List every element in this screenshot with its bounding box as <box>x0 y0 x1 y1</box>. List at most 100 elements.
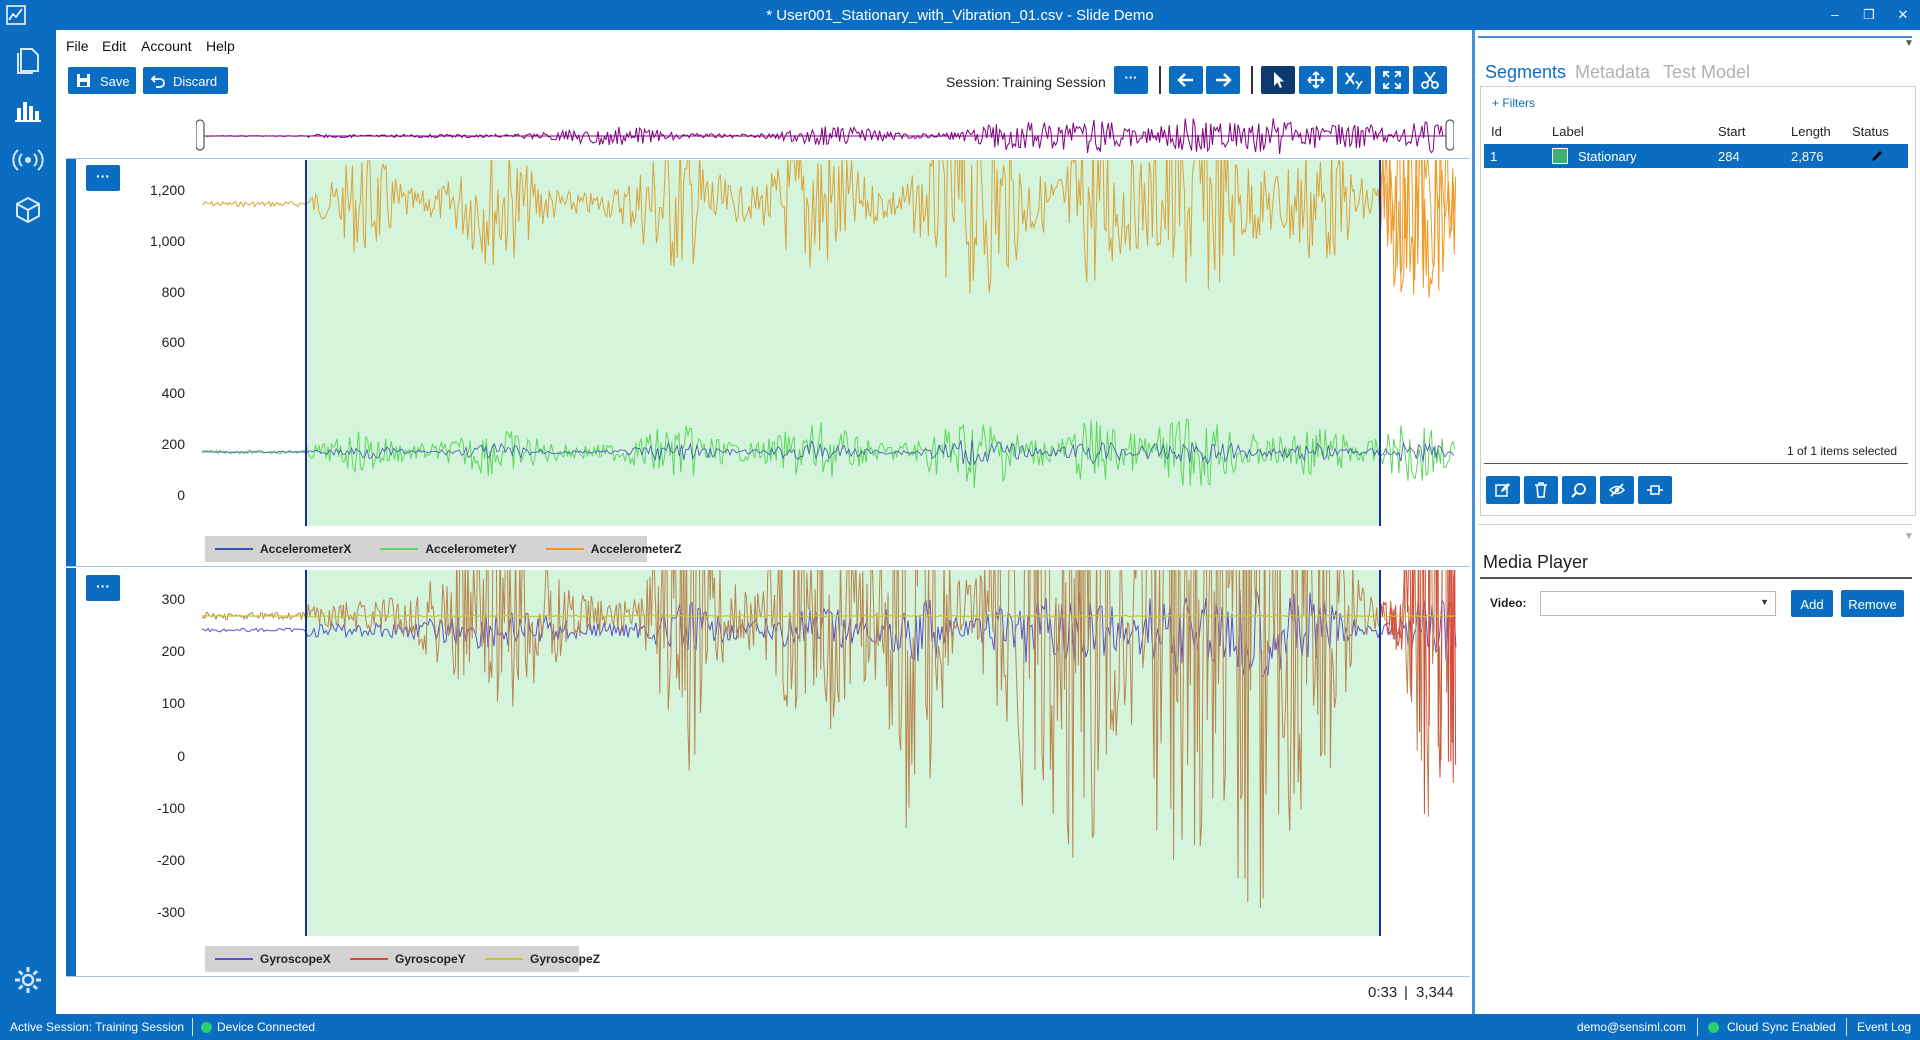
legend-item[interactable]: GyroscopeZ <box>530 952 601 966</box>
minimize-button[interactable]: – <box>1831 7 1839 22</box>
zoom-segment-button[interactable] <box>1562 476 1596 504</box>
save-button[interactable]: Save <box>68 67 136 94</box>
zoom-icon <box>1571 483 1586 498</box>
overview-right-handle[interactable] <box>1445 119 1454 151</box>
legend-item[interactable]: GyroscopeX <box>260 952 331 966</box>
segments-table <box>1480 86 1916 516</box>
accelerometer-plot[interactable] <box>196 160 1458 530</box>
filters-link[interactable]: + Filters <box>1492 96 1536 110</box>
cut-segment-button[interactable] <box>1413 66 1447 94</box>
pan-right-button[interactable] <box>1206 66 1240 94</box>
save-icon <box>77 74 90 87</box>
time-readout: 0:33 <box>1368 984 1398 1001</box>
column-status[interactable]: Status <box>1852 124 1889 139</box>
table-row[interactable]: 1 Stationary 284 2,876 <box>1484 144 1908 168</box>
fit-screen-icon <box>1383 71 1401 89</box>
overview-left-handle[interactable] <box>196 119 205 151</box>
delete-segment-button[interactable] <box>1524 476 1558 504</box>
status-bar: Active Session: Training Session Device … <box>0 1014 1920 1040</box>
hide-segment-button[interactable] <box>1600 476 1634 504</box>
session-prefix: Session: <box>946 74 1000 90</box>
gyro-legend: GyroscopeX GyroscopeY GyroscopeZ <box>205 946 600 972</box>
panel-divider <box>1478 36 1912 38</box>
move-tool-button[interactable] <box>1299 66 1333 94</box>
edit-pencil-icon[interactable] <box>1870 149 1884 163</box>
menu-help[interactable]: Help <box>206 38 235 54</box>
accel-chart-more-button[interactable]: ··· <box>86 165 120 191</box>
menu-edit[interactable]: Edit <box>102 38 127 54</box>
user-email[interactable]: demo@sensiml.com <box>1577 1020 1686 1034</box>
zoom-extents-button[interactable] <box>1375 66 1409 94</box>
media-collapse-icon[interactable]: ▼ <box>1904 531 1914 542</box>
close-button[interactable]: ✕ <box>1897 7 1909 22</box>
add-video-button[interactable]: Add <box>1791 590 1833 617</box>
row-id: 1 <box>1490 149 1498 164</box>
gyro-chart-more-button[interactable]: ··· <box>86 575 120 601</box>
left-navigation <box>0 30 56 1014</box>
device-status: Device Connected <box>217 1020 316 1034</box>
column-start[interactable]: Start <box>1718 124 1746 139</box>
tab-segments[interactable]: Segments <box>1485 62 1567 82</box>
edit-segment-button[interactable] <box>1486 476 1520 504</box>
edit-icon <box>1495 483 1510 497</box>
gear-icon[interactable] <box>12 964 44 996</box>
legend-item[interactable]: AccelerometerX <box>260 542 352 556</box>
chevron-down-icon: ▼ <box>1760 597 1769 607</box>
toolbar-separator <box>1251 66 1253 94</box>
overview-scrubber[interactable] <box>196 118 1454 154</box>
legend-item[interactable]: GyroscopeY <box>395 952 466 966</box>
section-divider <box>1478 524 1912 525</box>
row-start: 284 <box>1718 149 1740 164</box>
gyroscope-plot[interactable] <box>196 570 1458 938</box>
app-logo-icon <box>6 5 26 25</box>
y-tick-label: 300 <box>161 591 185 607</box>
tab-test-model[interactable]: Test Model <box>1663 62 1751 82</box>
segment-fit-icon <box>1647 485 1663 495</box>
discard-button[interactable]: Discard <box>143 67 228 94</box>
panel-accent <box>66 568 76 976</box>
select-tool-button[interactable] <box>1261 66 1295 94</box>
tab-metadata[interactable]: Metadata <box>1575 62 1651 82</box>
menu-account[interactable]: Account <box>141 38 192 54</box>
title-bar: * User001_Stationary_with_Vibration_01.c… <box>0 0 1920 30</box>
row-length: 2,876 <box>1791 149 1824 164</box>
video-select[interactable]: ▼ <box>1540 591 1776 616</box>
scissors-icon <box>1421 71 1439 89</box>
y-tick-label: 100 <box>161 695 185 712</box>
fit-segment-button[interactable] <box>1638 476 1672 504</box>
pan-left-button[interactable] <box>1169 66 1203 94</box>
eye-hidden-icon <box>1609 483 1625 497</box>
status-separator <box>192 1018 193 1036</box>
right-panel <box>1472 30 1920 1014</box>
session-more-button[interactable]: ··· <box>1114 66 1148 94</box>
restore-button[interactable]: ❐ <box>1863 7 1875 22</box>
legend-item[interactable]: AccelerometerY <box>425 542 517 556</box>
device-status-dot <box>201 1022 212 1033</box>
readout-separator: | <box>1404 984 1408 1001</box>
menu-file[interactable]: File <box>66 38 89 54</box>
segment-region[interactable] <box>306 160 1380 526</box>
video-label: Video: <box>1490 596 1527 610</box>
files-icon[interactable] <box>12 44 44 76</box>
xy-axis-icon <box>1345 72 1363 90</box>
sensor-icon[interactable] <box>12 144 44 176</box>
legend-swatch <box>215 958 253 960</box>
y-tick-label: -300 <box>156 904 185 921</box>
overview-waveform <box>206 118 1444 154</box>
xy-axis-button[interactable] <box>1337 66 1371 94</box>
gyroscope-y-trace <box>201 570 1456 908</box>
remove-video-button[interactable]: Remove <box>1841 590 1904 617</box>
column-label[interactable]: Label <box>1552 124 1584 139</box>
column-length[interactable]: Length <box>1791 124 1831 139</box>
y-tick-label: 1,000 <box>149 232 185 249</box>
charts-icon[interactable] <box>12 94 44 126</box>
y-tick-label: 200 <box>161 436 185 452</box>
legend-item[interactable]: AccelerometerZ <box>590 542 682 556</box>
row-label: Stationary <box>1578 149 1637 164</box>
event-log-link[interactable]: Event Log <box>1857 1020 1912 1034</box>
overview-trace <box>206 118 1444 154</box>
model-icon[interactable] <box>12 194 44 226</box>
column-id[interactable]: Id <box>1491 124 1502 139</box>
panel-collapse-icon[interactable]: ▼ <box>1904 38 1914 49</box>
y-tick-label: -200 <box>156 852 185 868</box>
